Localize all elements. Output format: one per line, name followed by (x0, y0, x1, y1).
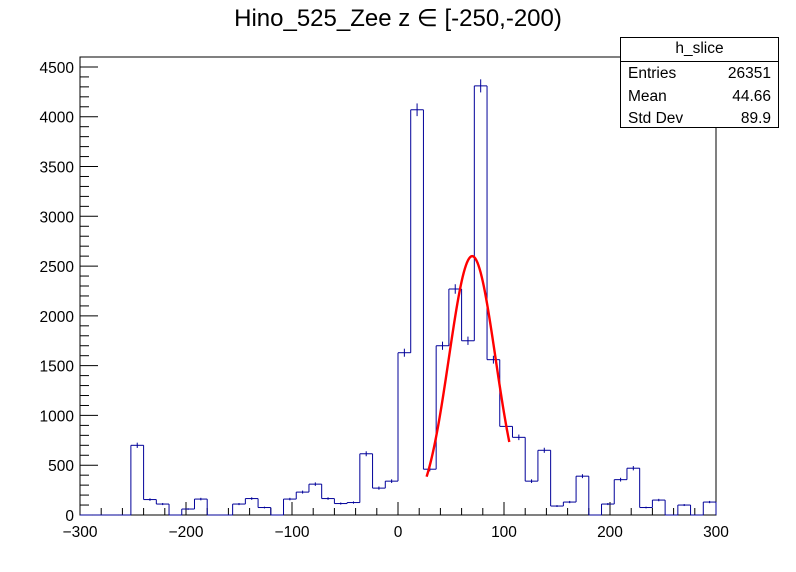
x-tick-label: −100 (275, 524, 310, 541)
x-tick-label: −200 (169, 524, 204, 541)
stats-value: 44.66 (732, 87, 771, 105)
y-tick-label: 4000 (40, 110, 75, 127)
y-tick-label: 4500 (40, 60, 75, 77)
histogram-bars (80, 85, 717, 516)
y-tick-label: 500 (48, 458, 74, 475)
x-tick-label: −300 (63, 524, 98, 541)
y-tick-label: 2000 (40, 309, 75, 326)
stats-row-entries: Entries 26351 (621, 62, 778, 85)
x-tick-label: 100 (491, 524, 517, 541)
error-bars (136, 79, 711, 510)
stats-row-mean: Mean 44.66 (621, 85, 778, 108)
y-tick-label: 3000 (40, 209, 75, 226)
gaussian-fit (425, 254, 511, 478)
stats-box: h_slice Entries 26351 Mean 44.66 Std Dev… (620, 37, 779, 128)
stats-label: Std Dev (628, 110, 684, 127)
tick-labels: −300 −200 −100 0 100 200 300050010001500200025… (40, 60, 730, 541)
stats-label: Mean (628, 87, 667, 105)
y-tick-label: 1000 (40, 408, 75, 425)
fit-curve (425, 254, 511, 478)
y-tick-label: 1500 (40, 359, 75, 376)
stats-value: 89.9 (740, 110, 771, 127)
y-tick-label: 2500 (40, 259, 75, 276)
x-tick-label: 0 (394, 524, 403, 541)
stats-row-stddev: Std Dev 89.9 (621, 107, 778, 130)
stats-box-title: h_slice (621, 38, 778, 62)
y-tick-label: 3500 (40, 160, 75, 177)
stats-value: 26351 (727, 65, 771, 82)
chart-title: Hino_525_Zee z ∈ [-250,-200) (234, 5, 562, 32)
stats-label: Entries (628, 65, 677, 82)
x-tick-label: 200 (597, 524, 623, 541)
y-tick-label: 0 (65, 508, 74, 525)
x-tick-label: 300 (703, 524, 729, 541)
